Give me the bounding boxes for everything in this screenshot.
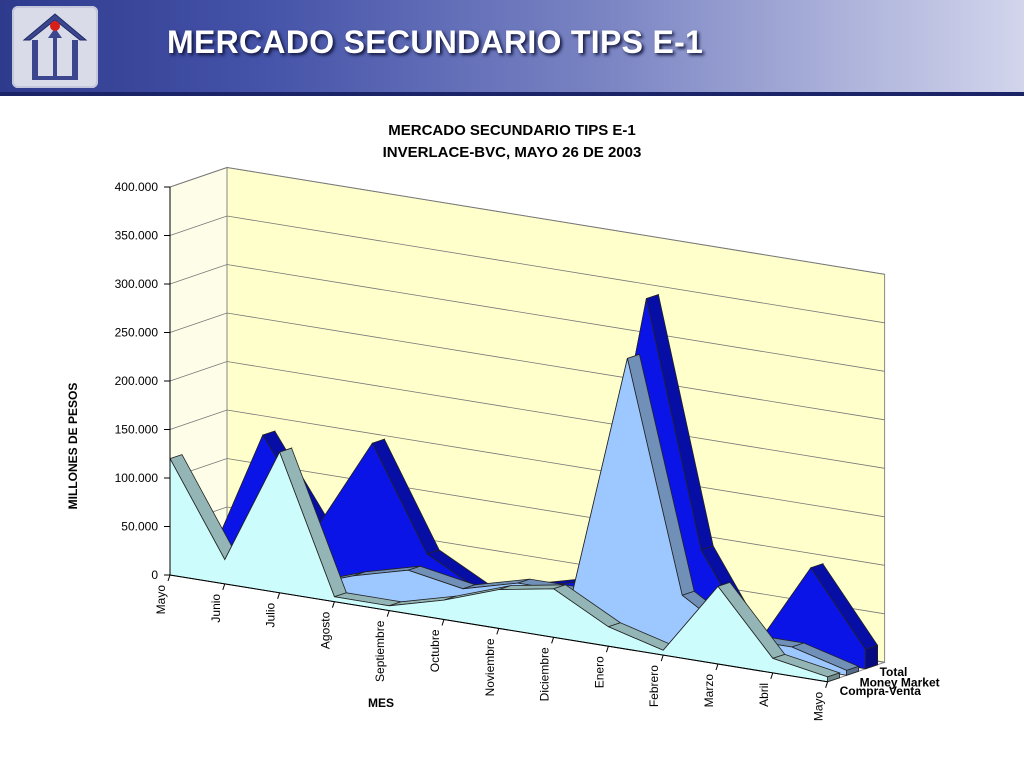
gridline [169, 167, 885, 275]
x-tick-mark [441, 619, 445, 626]
x-tick-label: Abril [757, 683, 771, 707]
x-tick-label: Enero [592, 656, 606, 688]
chart-subtitle: INVERLACE-BVC, MAYO 26 DE 2003 [383, 144, 642, 161]
y-tick-label: 100.000 [115, 471, 159, 485]
x-tick-mark [496, 628, 500, 635]
y-axis-label: MILLONES DE PESOS [66, 383, 80, 510]
x-tick-mark [386, 610, 390, 617]
slide-title: MERCADO SECUNDARIO TIPS E-1 [167, 24, 704, 60]
x-tick-label: Noviembre [483, 638, 497, 696]
x-tick-mark [222, 583, 226, 591]
x-tick-mark [715, 663, 719, 671]
y-tick-label: 200.000 [115, 374, 159, 388]
house-logo-icon [12, 6, 98, 88]
y-tick-label: 250.000 [115, 326, 159, 340]
x-tick-label: Diciembre [538, 647, 552, 701]
y-tick-label: 350.000 [115, 229, 159, 243]
series-compra-venta-layer: Compra-Venta [169, 447, 922, 698]
x-tick-label: Mayo [812, 691, 826, 721]
axes: 0 50.000 100.000 150.000 200.000 250.000 300.0… [115, 180, 829, 721]
x-tick-mark [167, 574, 171, 582]
x-axis-label: MES [368, 696, 394, 710]
chart-title: MERCADO SECUNDARIO TIPS E-1 [388, 122, 636, 139]
x-tick-label: Febrero [647, 665, 661, 707]
x-tick-mark [825, 681, 829, 688]
x-tick-mark [331, 601, 335, 608]
x-tick-label: Marzo [702, 674, 716, 708]
gridline [169, 215, 885, 324]
x-tick-label: Mayo [154, 585, 168, 615]
series-compra-venta-area [169, 451, 828, 683]
y-tick-label: 0 [151, 568, 158, 582]
y-tick-label: 50.000 [121, 520, 158, 534]
x-tick-mark [660, 654, 664, 662]
x-tick-label: Agosto [318, 611, 332, 649]
y-tick-label: 300.000 [115, 277, 159, 291]
series-money-market-end-cap [846, 665, 859, 676]
x-tick-label: Junio [209, 594, 223, 623]
x-tick-mark [551, 637, 555, 644]
series-total-label: Total [880, 665, 908, 679]
chart-area: MERCADO SECUNDARIO TIPS E-1 INVERLACE-BV… [66, 122, 940, 721]
series-money-market-label: Money Market [860, 675, 940, 689]
y-tick-label: 400.000 [115, 180, 159, 194]
x-tick-mark [277, 592, 281, 599]
x-tick-label: Octubre [428, 629, 442, 672]
title-banner: MERCADO SECUNDARIO TIPS E-1 [0, 0, 1024, 96]
series-compra-venta-end-cap [827, 672, 840, 683]
series-compra-venta-label: Compra-Venta [840, 684, 922, 698]
y-tick-label: 150.000 [115, 423, 159, 437]
x-tick-label: Septiembre [373, 620, 387, 682]
x-tick-mark [605, 646, 609, 653]
x-tick-label: Julio [264, 602, 278, 627]
x-tick-mark [770, 672, 774, 680]
series-total-end-cap [865, 644, 878, 670]
